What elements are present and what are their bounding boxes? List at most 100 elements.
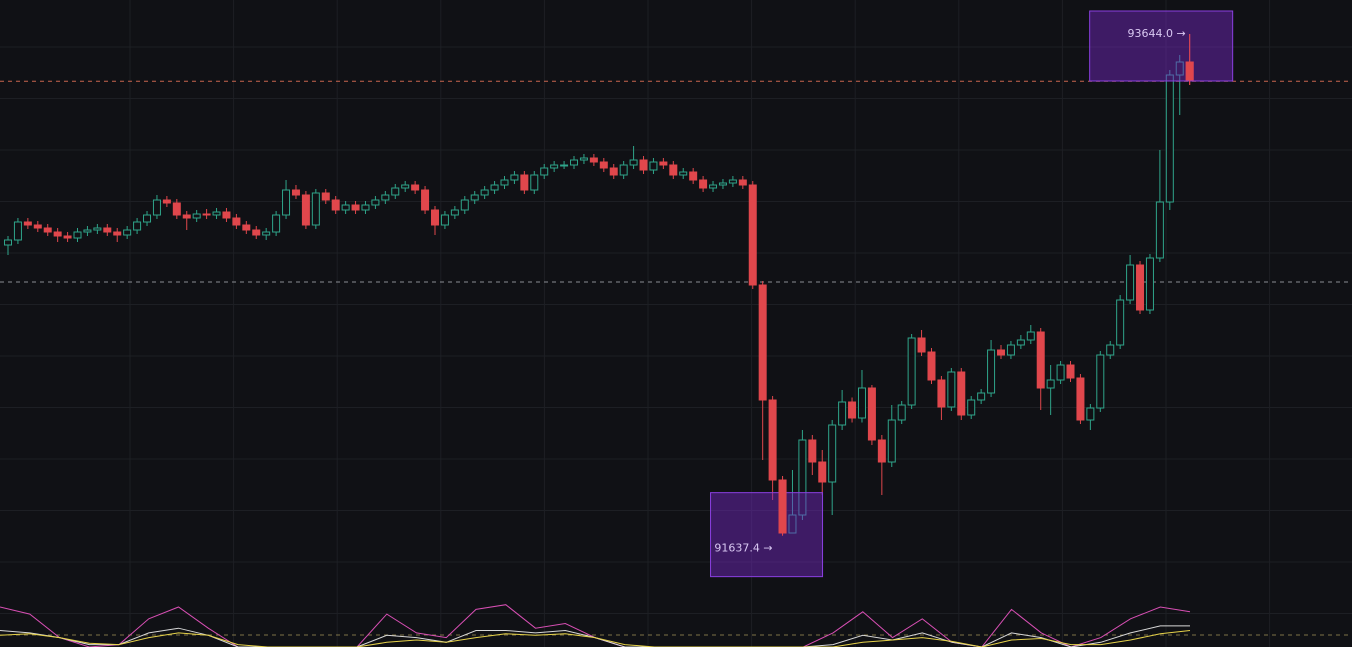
candle-body (361, 204, 370, 211)
candle-body (997, 349, 1005, 356)
candle-body (152, 199, 161, 216)
candle-body (1175, 61, 1184, 76)
candle-body (192, 213, 201, 219)
candle-body (987, 349, 996, 394)
candle-body (232, 217, 241, 226)
candle-body (1136, 264, 1145, 311)
candle-body (43, 227, 52, 233)
candle-body (1016, 339, 1025, 346)
candle-body (897, 404, 906, 421)
candle-body (272, 214, 281, 233)
candle-body (748, 184, 757, 286)
candle-body (768, 399, 777, 481)
candle-body (133, 221, 142, 231)
candle-body (301, 194, 310, 226)
candle-body (1056, 364, 1065, 381)
candle-body (391, 187, 400, 196)
candle-body (23, 221, 32, 226)
candle-body (113, 231, 122, 236)
candle-body (450, 209, 459, 216)
candle-body (619, 164, 628, 176)
candle-body (848, 401, 857, 419)
candle-body (589, 157, 598, 163)
candle-body (321, 192, 330, 201)
candle-body (917, 337, 926, 353)
candle-body (1006, 344, 1015, 356)
candle-body (93, 227, 102, 231)
candle-body (679, 171, 688, 176)
candle-body (887, 419, 896, 463)
candle-body (579, 157, 588, 161)
indicator-line (0, 630, 1191, 647)
candle-body (550, 164, 559, 169)
candle-body (1116, 299, 1125, 346)
candle-body (540, 167, 549, 176)
candle-body (1165, 74, 1174, 203)
candle-body (282, 189, 291, 216)
candle-body (728, 179, 737, 184)
candle-body (411, 184, 420, 191)
candle-body (470, 194, 479, 201)
candle-body (63, 235, 72, 239)
candle-body (421, 189, 430, 211)
candle-body (162, 199, 171, 204)
candle-body (738, 179, 747, 186)
candle-body (381, 194, 390, 201)
candle-body (937, 379, 946, 408)
candle-body (977, 392, 986, 401)
candle-body (788, 514, 797, 534)
candle-body (73, 231, 82, 239)
candle-body (1046, 379, 1055, 389)
candle-body (123, 229, 132, 236)
candle-body (927, 351, 936, 381)
candle-body (351, 204, 360, 211)
candle-body (1106, 344, 1115, 356)
candle-body (877, 439, 886, 463)
candle-body (1185, 61, 1194, 81)
candle-body (202, 213, 211, 216)
candle-body (13, 221, 22, 241)
candle-body (222, 211, 231, 219)
candle-body (500, 179, 509, 186)
candle-body (758, 284, 767, 401)
candle-body (967, 399, 976, 416)
candle-body (629, 159, 638, 166)
candle-body (490, 184, 499, 191)
candle-body (103, 227, 112, 233)
candle-body (182, 214, 191, 219)
candle-body (4, 239, 12, 246)
candle-body (867, 387, 876, 441)
candle-body (1036, 331, 1045, 389)
candle-body (609, 167, 618, 176)
candle-body (947, 371, 956, 408)
candle-body (560, 164, 569, 167)
candle-body (242, 224, 251, 231)
candle-body (212, 211, 221, 216)
candle-body (1026, 331, 1035, 341)
candle-body (659, 161, 668, 166)
candle-body (718, 182, 727, 186)
candle-body (530, 174, 539, 191)
candle-body (828, 424, 837, 483)
annotation-label: 91637.4 → (714, 542, 772, 555)
candle-body (570, 159, 579, 166)
candle-body (639, 159, 648, 171)
annotation-box (1089, 10, 1234, 82)
candle-body (1126, 264, 1135, 301)
candle-body (907, 337, 916, 406)
candle-body (838, 401, 847, 426)
candle-body (440, 214, 449, 226)
candle-body (33, 224, 42, 229)
candle-body (649, 161, 658, 171)
candle-body (341, 204, 350, 211)
candle-body (599, 161, 608, 169)
annotation-box (710, 492, 824, 578)
candle-body (709, 184, 718, 189)
candle-body (83, 229, 92, 233)
annotation-label: 93644.0 → (1127, 27, 1185, 40)
candle-body (798, 439, 807, 516)
candle-body (1066, 364, 1075, 379)
